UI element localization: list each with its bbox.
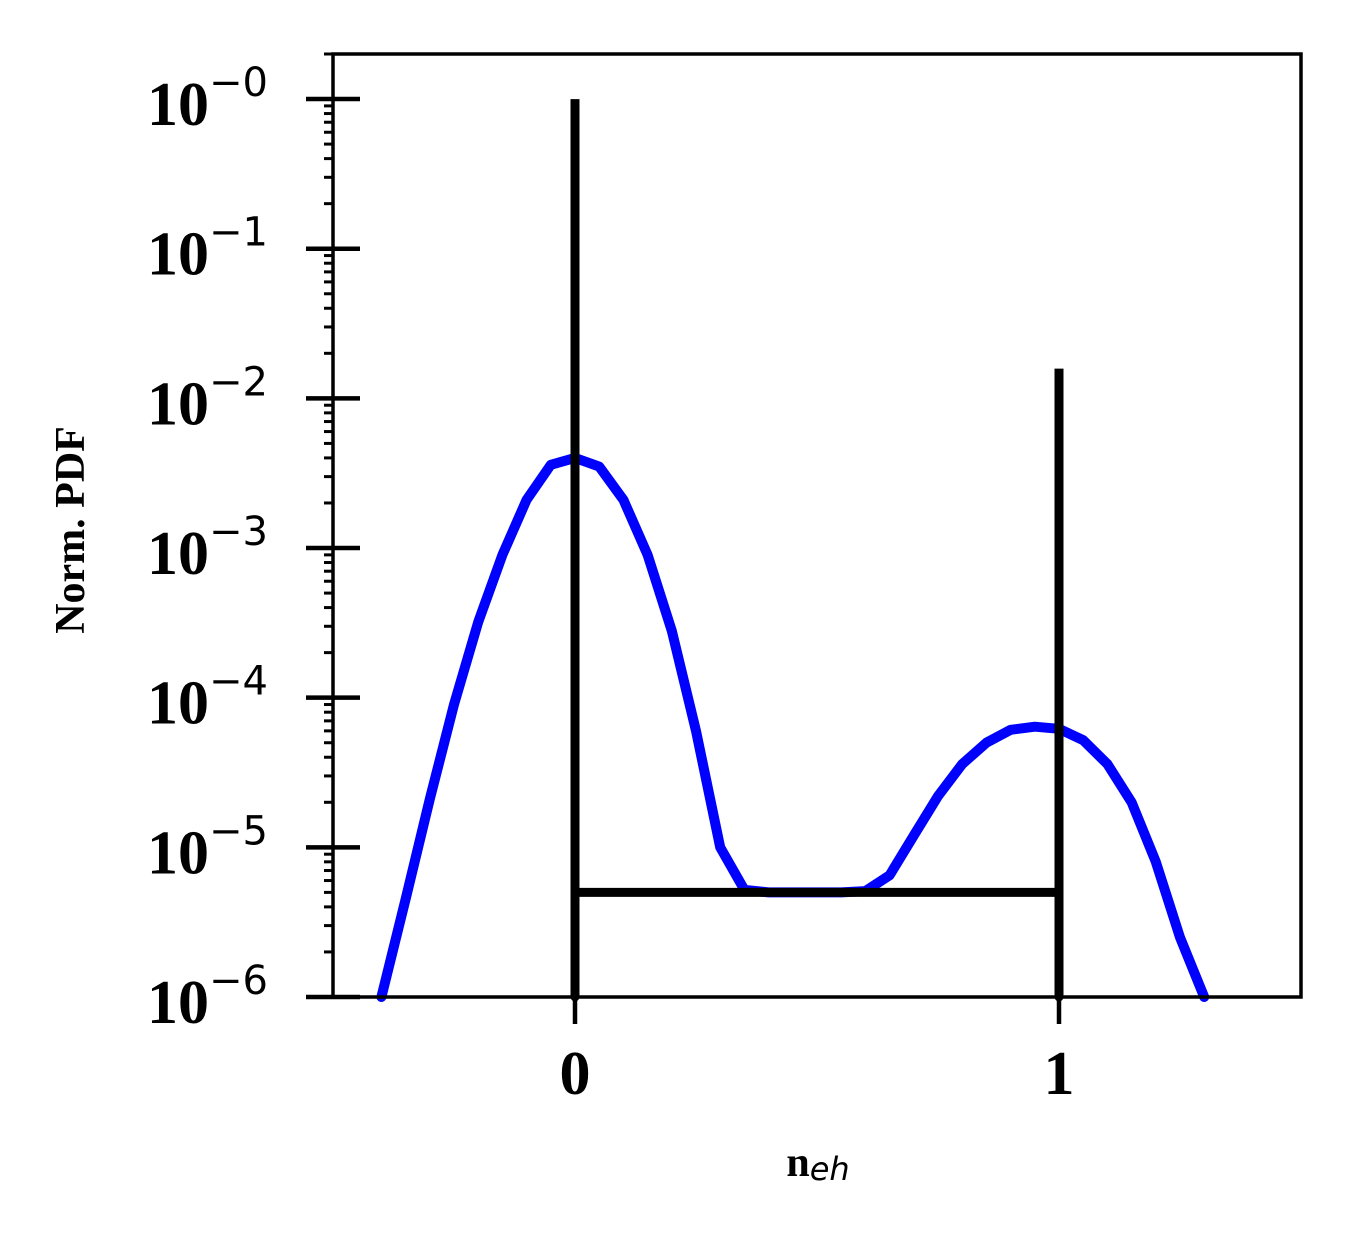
y-axis-label: Norm. PDF bbox=[48, 426, 94, 634]
y-tick-label-base-4: 10 bbox=[147, 670, 209, 738]
y-major-ticks: 10−010−110−210−310−410−510−6 bbox=[147, 60, 360, 1037]
y-tick-label-exp-5: −5 bbox=[209, 808, 268, 854]
y-tick-label-5: 10−5 bbox=[147, 808, 268, 887]
plot-frame bbox=[331, 52, 1303, 999]
y-tick-label-3: 10−3 bbox=[147, 509, 268, 588]
y-tick-label-base-3: 10 bbox=[147, 520, 209, 588]
y-tick-label-base-5: 10 bbox=[147, 819, 209, 887]
y-tick-label-0: 10−0 bbox=[147, 60, 268, 139]
y-tick-label-2: 10−2 bbox=[147, 359, 268, 438]
series-0-line bbox=[376, 452, 1210, 1002]
y-tick-label-exp-4: −4 bbox=[209, 659, 268, 705]
y-tick-label-exp-1: −1 bbox=[209, 210, 268, 256]
y-tick-label-exp-2: −2 bbox=[209, 359, 268, 405]
y-tick-label-1: 10−1 bbox=[147, 210, 268, 289]
x-tick-label-0: 0 bbox=[560, 1040, 591, 1108]
x-tick-label-1: 1 bbox=[1044, 1040, 1075, 1108]
y-tick-label-exp-3: −3 bbox=[209, 509, 268, 555]
y-tick-label-base-1: 10 bbox=[147, 221, 209, 289]
y-tick-label-4: 10−4 bbox=[147, 659, 268, 738]
y-tick-label-exp-6: −6 bbox=[209, 958, 268, 1004]
y-tick-label-base-0: 10 bbox=[147, 71, 209, 139]
y-tick-label-base-2: 10 bbox=[147, 370, 209, 438]
x-axis-label: neh bbox=[786, 1140, 849, 1188]
y-tick-label-base-6: 10 bbox=[147, 969, 209, 1037]
series-layer bbox=[376, 99, 1210, 1002]
y-tick-label-exp-0: −0 bbox=[209, 60, 268, 106]
x-axis-label-base: n bbox=[786, 1140, 809, 1186]
x-axis-label-subscript: eh bbox=[810, 1150, 850, 1188]
series-1-line bbox=[570, 99, 1064, 1002]
y-tick-label-6: 10−6 bbox=[147, 958, 268, 1037]
